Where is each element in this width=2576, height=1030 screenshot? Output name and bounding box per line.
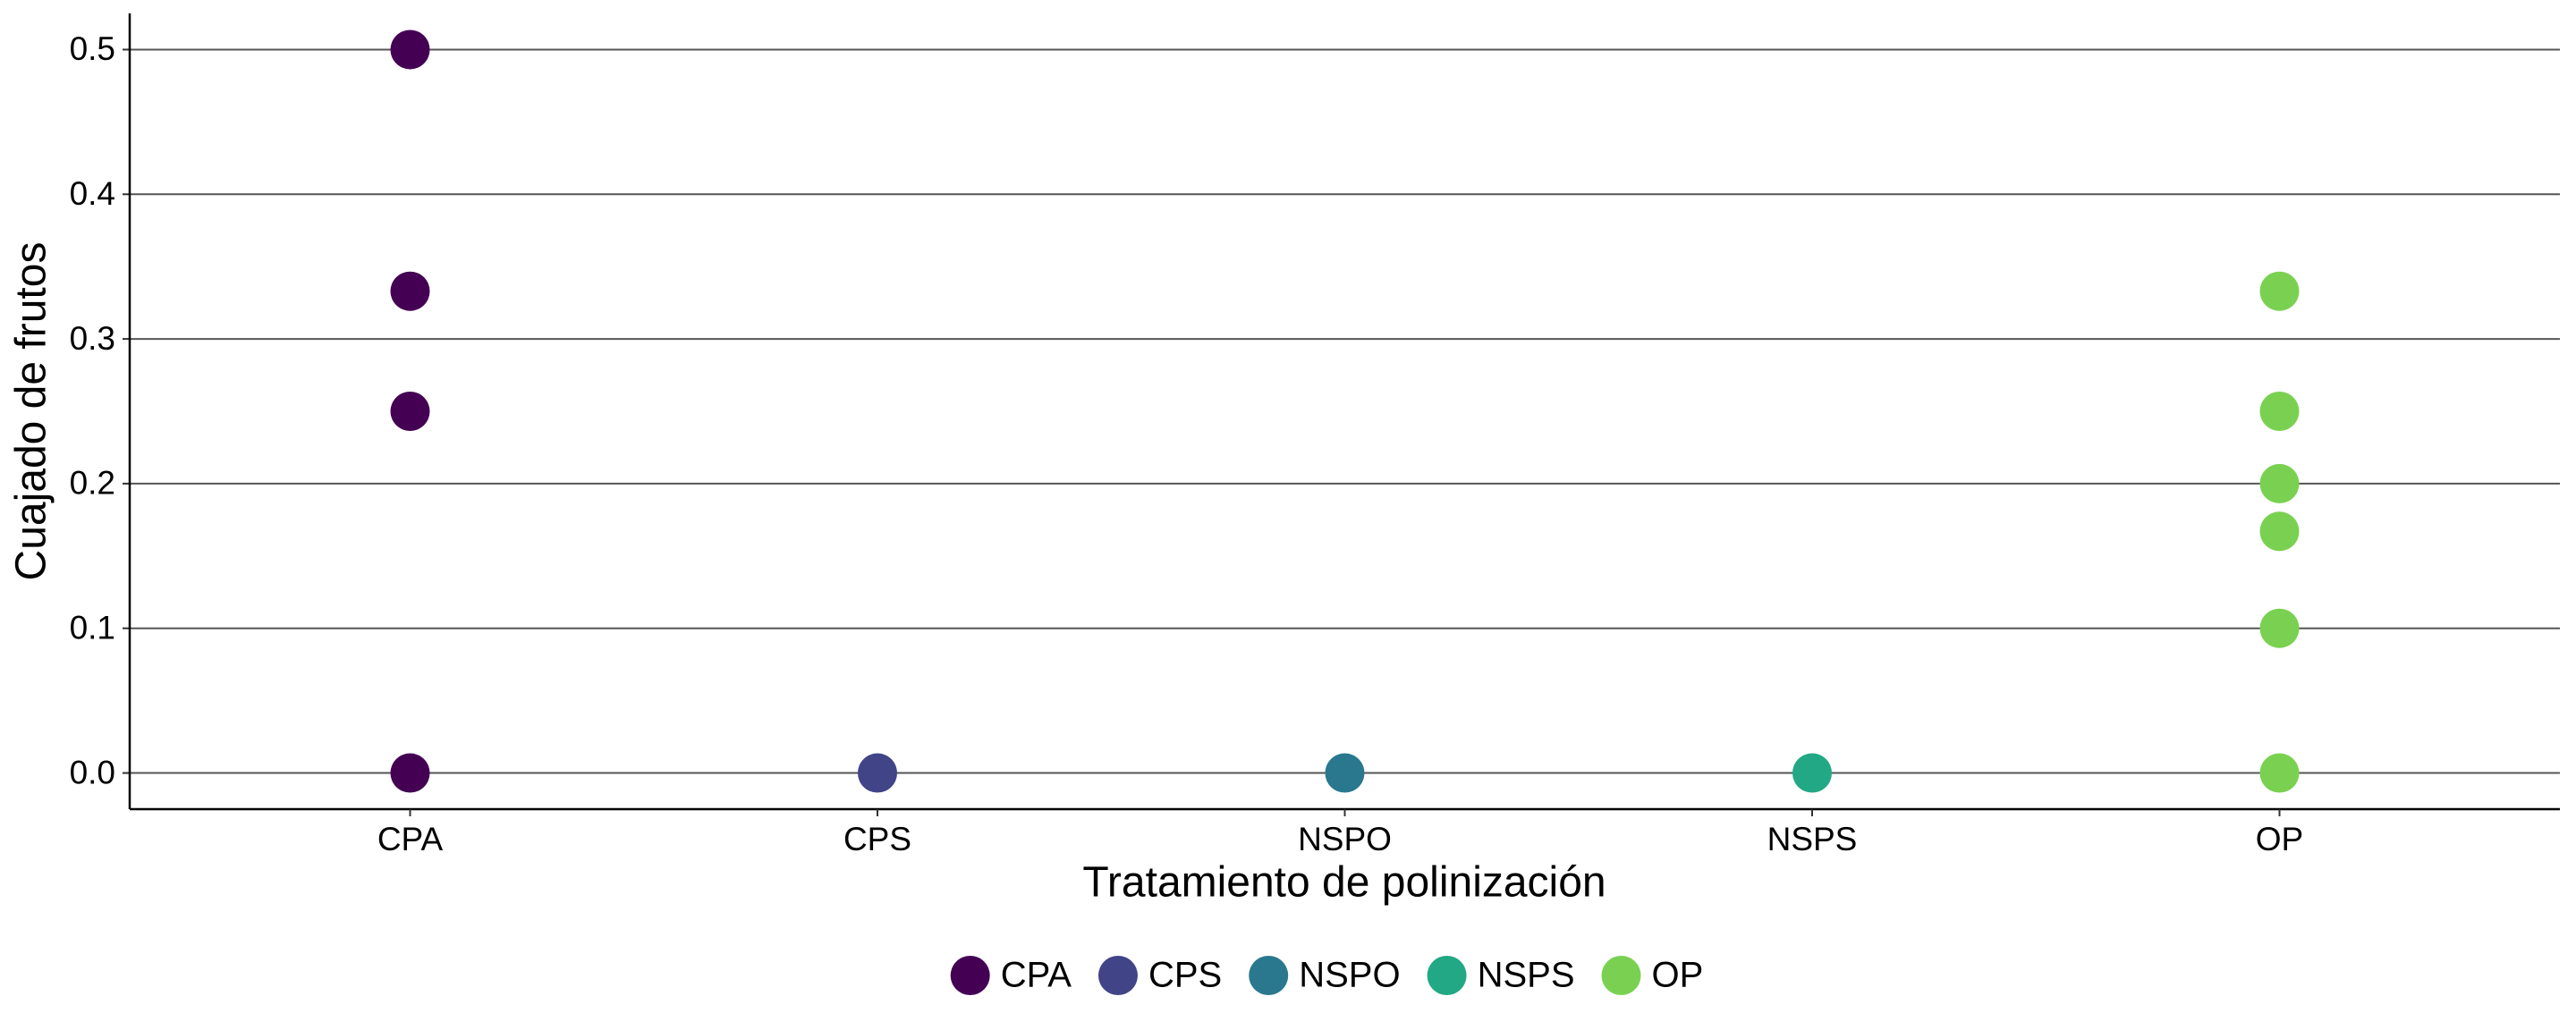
y-tick-label: 0.1 [70,610,115,646]
y-tick-label: 0.5 [70,30,115,67]
legend-swatch [1097,956,1138,995]
point [390,30,430,70]
point [2259,463,2300,503]
point [2259,392,2300,431]
legend-label: NSPS [1478,956,1575,995]
point [2259,753,2300,793]
x-tick-label: NSPS [1767,821,1858,857]
y-axis-title: Cuajado de frutos [8,242,55,581]
x-axis-title: Tratamiento de polinización [1082,859,1606,907]
legend: CPA CPS NSPO NSPS OP [950,956,1704,995]
y-tick-label: 0.0 [70,754,115,790]
point [390,753,430,793]
point [2259,271,2300,311]
y-tick-label: 0.4 [70,175,115,212]
point [2259,608,2300,648]
legend-swatch [1601,956,1641,995]
point [390,271,430,311]
point [2259,511,2300,552]
legend-swatch [1249,956,1289,995]
legend-label: NSPO [1299,956,1400,995]
x-tick-label: CPA [377,821,444,857]
point [1792,753,1832,793]
legend-label: CPS [1148,956,1222,995]
x-tick-label: NSPO [1298,821,1392,857]
point [858,753,897,793]
point [1325,753,1365,793]
x-tick-label: CPS [843,821,911,857]
legend-swatch [950,956,990,995]
point [390,392,430,431]
legend-swatch [1427,956,1467,995]
legend-label: CPA [1001,956,1072,995]
y-tick-label: 0.2 [70,465,115,502]
legend-label: OP [1652,956,1704,995]
y-tick-label: 0.3 [70,320,115,357]
x-tick-label: OP [2256,821,2303,857]
